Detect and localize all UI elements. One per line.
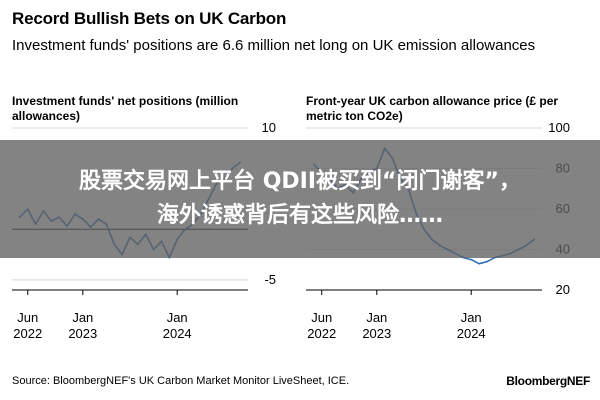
- left-x-tick-label: Jan: [167, 310, 188, 325]
- right-chart-title: Front-year UK carbon allowance price (£ …: [306, 94, 559, 123]
- overlay-text: 股票交易网上平台 QDII被买到“闭门谢客”， 海外诱惑背后有这些风险……: [0, 165, 600, 233]
- left-x-tick-label: Jun: [17, 310, 38, 325]
- page-subtitle: Investment funds' positions are 6.6 mill…: [12, 37, 536, 54]
- left-y-tick-label: 10: [262, 120, 276, 135]
- right-x-tick-label: Jan: [461, 310, 482, 325]
- left-x-tick-label: Jan: [72, 310, 93, 325]
- source-note: Source: BloombergNEF's UK Carbon Market …: [12, 375, 350, 387]
- right-x-tick-year: 2024: [457, 326, 486, 341]
- right-x-tick-label: Jun: [311, 310, 332, 325]
- right-data-point: [486, 260, 488, 263]
- right-y-tick-label: 100: [548, 120, 570, 135]
- right-x-tick-year: 2023: [362, 326, 391, 341]
- left-x-tick-year: 2022: [13, 326, 42, 341]
- right-y-tick-label: 20: [556, 282, 570, 297]
- overlay-banner: [0, 140, 600, 258]
- right-data-point: [478, 262, 480, 265]
- overlay-line-1: 股票交易网上平台 QDII被买到“闭门谢客”，: [79, 169, 521, 194]
- right-data-point: [470, 258, 473, 261]
- left-chart-title: Investment funds' net positions (million…: [12, 94, 239, 123]
- page-title: Record Bullish Bets on UK Carbon: [12, 9, 287, 28]
- right-x-tick-label: Jan: [366, 310, 387, 325]
- left-x-tick-year: 2024: [163, 326, 192, 341]
- right-x-tick-year: 2022: [307, 326, 336, 341]
- brand-logo: BloombergNEF: [506, 374, 590, 388]
- left-y-tick-label: -5: [264, 272, 276, 287]
- overlay-line-2: 海外诱惑背后有这些风险……: [156, 203, 443, 228]
- left-x-tick-year: 2023: [68, 326, 97, 341]
